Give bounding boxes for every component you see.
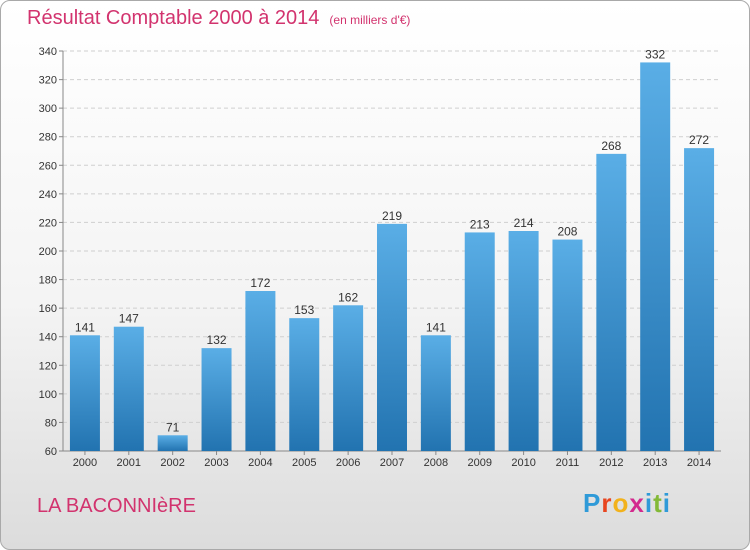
data-label: 141: [75, 320, 95, 334]
x-tick-label: 2000: [73, 457, 97, 469]
x-tick-label: 2003: [204, 457, 228, 469]
logo-letter: P: [583, 488, 602, 518]
proxiti-logo: Proxiti: [583, 488, 671, 519]
data-label: 153: [294, 303, 314, 317]
data-label: 162: [338, 290, 358, 304]
x-tick-label: 2002: [160, 457, 184, 469]
y-tick-label: 300: [39, 103, 57, 115]
bar: [640, 62, 671, 452]
bar: [377, 223, 407, 451]
y-tick-label: 320: [39, 75, 57, 87]
bar: [552, 239, 583, 451]
data-label: 132: [207, 333, 227, 347]
y-axis-ticks: 60 80 100 120 140 160 180 200 220 240 260 280 300 320…: [39, 46, 63, 458]
bar: [464, 232, 495, 451]
bar: [289, 318, 320, 451]
x-tick-label: 2005: [292, 457, 316, 469]
data-label: 268: [601, 139, 621, 153]
y-tick-label: 240: [39, 189, 57, 201]
commune-name: LA BACONNIèRE: [37, 495, 196, 517]
y-tick-label: 120: [39, 360, 57, 372]
x-tick-label: 2012: [599, 457, 623, 469]
bar: [201, 348, 232, 451]
x-tick-label: 2013: [643, 457, 667, 469]
y-tick-label: 280: [39, 132, 57, 144]
logo-letter: t: [653, 488, 663, 518]
bar: [420, 335, 451, 451]
chart-subtitle: (en milliers d'€): [329, 13, 411, 27]
data-label: 208: [557, 225, 577, 239]
x-tick-label: 2001: [117, 457, 141, 469]
y-tick-label: 140: [39, 332, 57, 344]
x-tick-label: 2006: [336, 457, 360, 469]
y-tick-label: 180: [39, 275, 57, 287]
x-tick-label: 2014: [687, 457, 711, 469]
x-tick-label: 2008: [424, 457, 448, 469]
logo-letter: i: [662, 488, 671, 518]
bar: [333, 305, 364, 451]
y-tick-label: 60: [45, 446, 57, 458]
y-tick-label: 200: [39, 246, 57, 258]
y-tick-label: 220: [39, 217, 57, 229]
x-tick-label: 2004: [248, 457, 272, 469]
bar: [157, 435, 188, 451]
logo-letter: x: [629, 488, 645, 518]
data-label: 213: [470, 217, 490, 231]
y-tick-label: 160: [39, 303, 57, 315]
bar: [69, 335, 100, 451]
data-label: 219: [382, 209, 402, 223]
y-tick-label: 80: [45, 417, 57, 429]
data-label: 332: [645, 47, 665, 61]
x-tick-label: 2010: [511, 457, 535, 469]
data-label: 172: [250, 276, 270, 290]
bar: [596, 153, 627, 451]
y-tick-label: 100: [39, 389, 57, 401]
logo-letter: r: [601, 488, 613, 518]
title-text: Résultat Comptable 2000 à 2014: [27, 7, 320, 29]
y-tick-label: 340: [39, 46, 57, 58]
x-tick-label: 2007: [380, 457, 404, 469]
logo-letter: i: [644, 488, 654, 518]
data-label: 147: [119, 312, 139, 326]
logo-letter: o: [612, 488, 630, 518]
bars: [69, 62, 715, 452]
data-labels: 141 147 71 132 172 153 162 219 141 213 214 208 268 33…: [75, 47, 709, 434]
data-label: 141: [426, 320, 446, 334]
bar: [508, 231, 539, 451]
data-label: 71: [166, 420, 180, 434]
data-label: 272: [689, 133, 709, 147]
bar: [684, 148, 715, 451]
y-tick-label: 260: [39, 160, 57, 172]
x-tick-label: 2011: [556, 457, 580, 469]
bar: [245, 291, 276, 451]
chart-title: Résultat Comptable 2000 à 2014 (en millie…: [27, 7, 410, 30]
bar: [113, 326, 144, 451]
data-label: 214: [514, 216, 534, 230]
x-axis-ticks: 2000 2001 2002 2003 2004 2005 2006 2007 2008 2009…: [73, 451, 711, 469]
x-tick-label: 2009: [467, 457, 491, 469]
